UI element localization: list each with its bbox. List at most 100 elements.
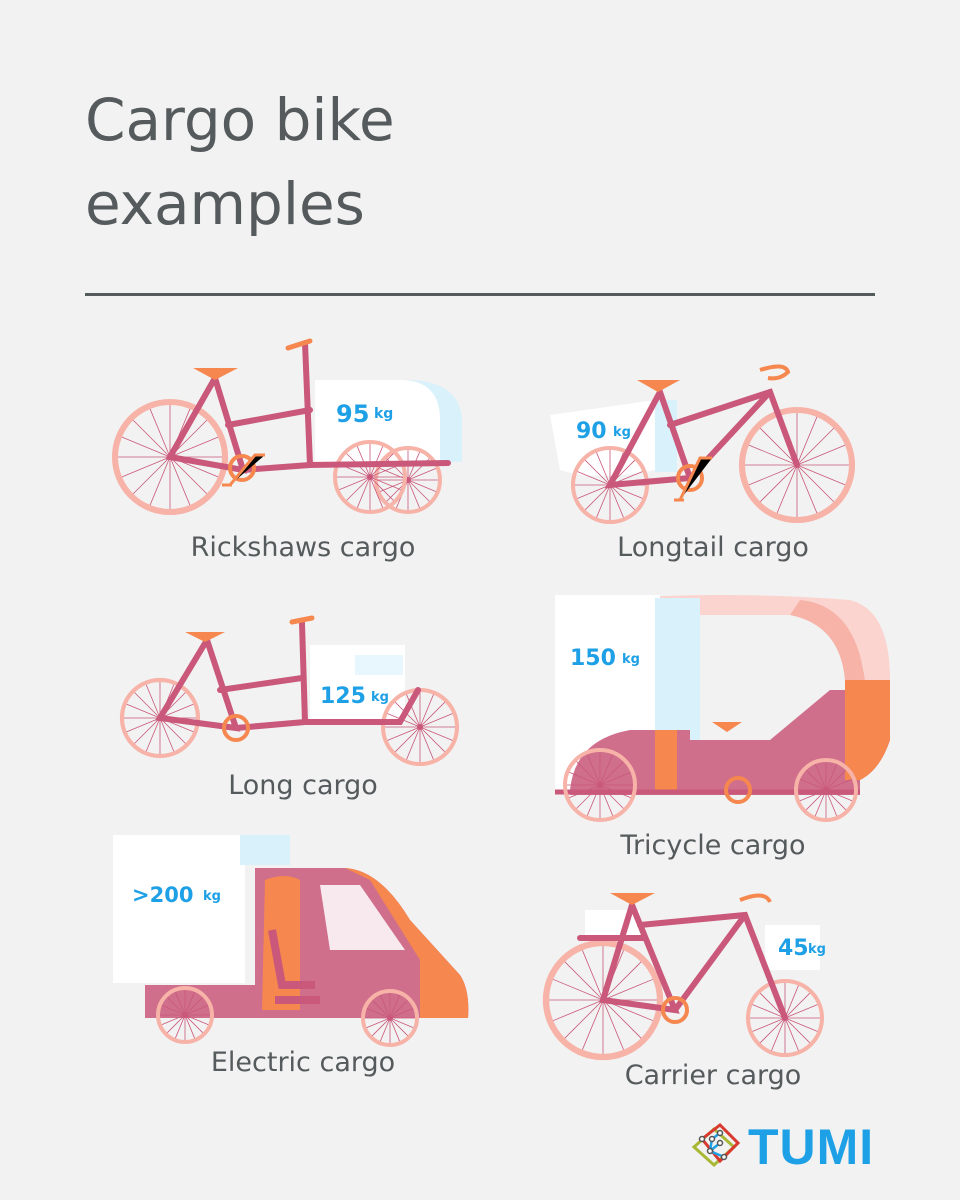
weight-value: >200	[132, 883, 193, 907]
wheel-spoke	[370, 1017, 391, 1038]
wheel-spoke	[184, 1014, 211, 1026]
wheel-spoke	[132, 690, 161, 719]
wheel-spoke	[757, 464, 798, 505]
rickshaw-cargo-illustration: 95 kg	[111, 338, 462, 516]
wheel-spoke	[599, 784, 633, 799]
wheel	[542, 939, 664, 1061]
tumi-logo: TUMI	[690, 1118, 874, 1176]
logo-text: TUMI	[748, 1119, 875, 1175]
wheel-spoke	[825, 789, 854, 802]
wheel-spoke	[575, 484, 611, 500]
wheel-spoke	[124, 717, 161, 733]
wheel-spoke	[574, 784, 601, 811]
bike-label-rickshaws: Rickshaws cargo	[190, 532, 416, 563]
weight-value: 150	[570, 646, 616, 671]
wheel-spoke	[145, 717, 161, 754]
wheel-spoke	[784, 991, 812, 1019]
wheel-spoke	[804, 768, 827, 791]
wheel-spoke	[550, 977, 604, 1001]
wheel-spoke	[825, 789, 848, 812]
title-divider	[85, 293, 875, 296]
wheel-rim	[570, 445, 650, 525]
wheel-spoke	[356, 444, 371, 478]
wheel-rim	[119, 677, 201, 759]
wheel-spoke	[770, 1017, 786, 1053]
wheel	[374, 446, 442, 514]
wheel-spoke	[419, 692, 435, 728]
wheel-spoke	[796, 414, 819, 466]
wheel-spoke	[550, 999, 604, 1023]
wheel-spoke	[174, 989, 186, 1016]
wheel-spoke	[393, 726, 421, 754]
wheel-spoke	[184, 1004, 211, 1016]
electric-cargo-illustration: >200 kg	[113, 835, 469, 1047]
wheel-spoke	[407, 467, 438, 481]
wheel-spoke	[562, 959, 604, 1001]
wheel-spoke	[784, 1017, 800, 1053]
wheel-spoke	[796, 464, 837, 505]
tricycle-cargo-illustration: 150 kg	[555, 595, 890, 822]
wheel-spoke	[825, 768, 848, 791]
wheel-rim	[156, 986, 214, 1044]
wheel-spoke	[159, 1004, 186, 1016]
wheel-hub	[597, 782, 603, 788]
bike-label-longtail: Longtail cargo	[617, 532, 809, 563]
weight-unit: kg	[622, 652, 640, 667]
wheel-spoke	[165, 995, 186, 1016]
wheel-rim	[794, 758, 858, 822]
wheel-spoke	[580, 999, 604, 1053]
wheel-spoke	[407, 479, 431, 503]
wheel-hub	[417, 724, 423, 730]
tumi-network-diamond-icon	[691, 1123, 741, 1168]
wheel	[794, 758, 858, 822]
wheel-spoke	[169, 435, 221, 458]
wheel-spoke	[124, 703, 161, 719]
wheel-spoke	[750, 1017, 786, 1033]
wheel-spoke	[825, 778, 854, 791]
wheel-spoke	[595, 484, 611, 520]
weight-value: 95	[336, 400, 369, 428]
wheel-spoke	[798, 778, 827, 791]
long-cargo-illustration: 125 kg	[119, 615, 460, 767]
weight-value: 45	[778, 936, 809, 961]
wheel-spoke	[746, 464, 798, 487]
wheel-spoke	[369, 476, 384, 510]
wheel-hub	[387, 1015, 393, 1021]
wheel-spoke	[159, 1014, 186, 1026]
wheel-spoke	[814, 789, 827, 818]
wheel-spoke	[599, 752, 614, 786]
wheel-spoke	[159, 717, 175, 754]
wheel-spoke	[562, 999, 604, 1041]
wheel-spoke	[586, 784, 601, 818]
bike-label-long: Long cargo	[228, 770, 378, 801]
wheel-spoke	[784, 1017, 812, 1045]
wheel-spoke	[784, 983, 800, 1019]
wheel-spoke	[389, 1007, 416, 1019]
wheel-hub	[823, 787, 829, 793]
wheel-rim	[745, 978, 825, 1058]
wheel-spoke	[825, 789, 838, 818]
wheel-spoke	[796, 443, 848, 466]
carrier-cargo-illustration: 45 kg	[542, 893, 826, 1061]
wheel-spoke	[599, 759, 626, 786]
wheel-spoke	[370, 998, 391, 1019]
weight-value: 90	[576, 419, 607, 444]
wheel-spoke	[609, 484, 625, 520]
wheel-rim	[361, 989, 419, 1047]
wheel-spoke	[369, 476, 396, 503]
wheel-spoke	[369, 476, 403, 491]
wheel-spoke	[757, 425, 798, 466]
wheel-spoke	[130, 456, 171, 497]
wheel-spoke	[599, 784, 626, 811]
wheel-spoke	[796, 425, 837, 466]
wheel-spoke	[389, 1017, 410, 1038]
wheel-spoke	[337, 476, 371, 491]
wheel-spoke	[796, 464, 848, 487]
wheel-spoke	[595, 450, 611, 486]
wheel-spoke	[599, 784, 614, 818]
wheel-spoke	[775, 464, 798, 516]
wheel-spoke	[750, 1003, 786, 1019]
wheel-spoke	[575, 470, 611, 486]
bike-label-electric: Electric cargo	[210, 1047, 396, 1078]
